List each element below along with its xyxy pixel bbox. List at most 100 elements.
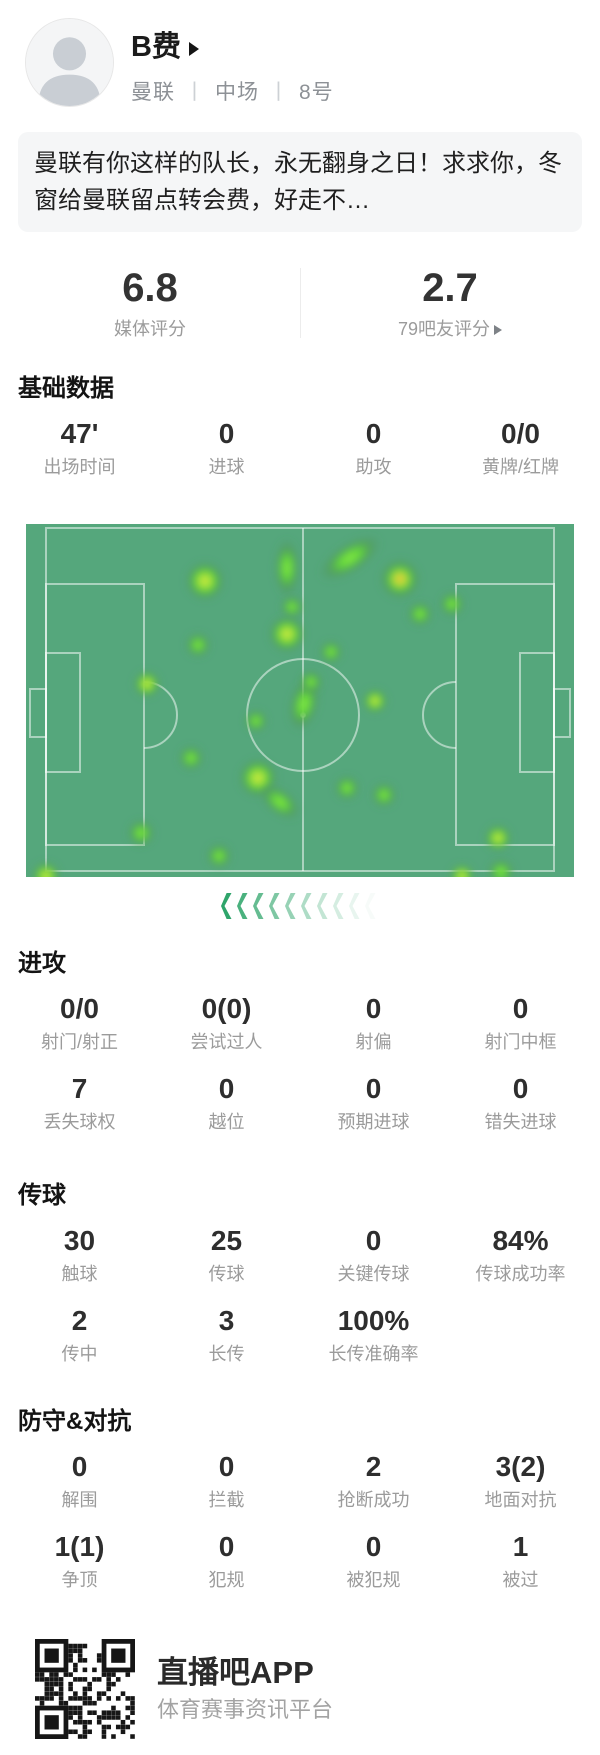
- stat: 47' 出场时间: [6, 418, 153, 478]
- stat: 1 被过: [447, 1531, 594, 1591]
- stat-value: 2: [365, 1451, 382, 1482]
- stat-label: 争顶: [61, 1570, 98, 1590]
- app-tagline: 体育赛事资讯平台: [157, 1697, 334, 1722]
- stat-label: 被犯规: [346, 1570, 401, 1590]
- chevron-left-icon: [365, 893, 376, 919]
- heatmap-pitch: [26, 524, 574, 877]
- stat: 2 抢断成功: [300, 1451, 447, 1511]
- stat-label: 长传: [208, 1344, 245, 1364]
- stat-value: 0/0: [501, 418, 540, 449]
- chevron-left-icon: [253, 893, 264, 919]
- chevron-left-icon: [349, 893, 360, 919]
- stat: 0 错失进球: [447, 1073, 594, 1133]
- stat-label: 尝试过人: [190, 1032, 263, 1052]
- stat-value: 47': [60, 418, 99, 449]
- stat-label: 错失进球: [484, 1112, 557, 1132]
- stat-label: 被过: [502, 1570, 539, 1590]
- stat: 0 解围: [6, 1451, 153, 1511]
- stat: 100% 长传准确率: [300, 1305, 447, 1365]
- footer-text: 直播吧APP 体育赛事资讯平台: [157, 1655, 333, 1723]
- separator: 丨: [268, 81, 290, 104]
- section-passing: 传球 30 触球 25 传球 0 关键传球 84% 传球成功率 2 传中 3 长传 100% 长传准确率: [0, 1181, 600, 1365]
- chevron-left-icon: [301, 893, 312, 919]
- section-title: 进攻: [18, 950, 66, 977]
- stat: 0 犯规: [153, 1531, 300, 1591]
- player-avatar[interactable]: [25, 18, 114, 107]
- section-title: 防守&对抗: [18, 1408, 132, 1435]
- stat-label: 地面对抗: [484, 1490, 557, 1510]
- player-position: 中场: [215, 81, 259, 104]
- stat-label: 犯规: [208, 1570, 245, 1590]
- hot-comment-bubble[interactable]: 曼联有你这样的队长，永无翻身之日！求求你，冬窗给曼联留点转会费，好走不…: [18, 132, 582, 232]
- stat-rows: 0 解围 0 拦截 2 抢断成功 3(2) 地面对抗 1(1) 争顶 0 犯规 0 被犯规 1 被过: [0, 1451, 600, 1591]
- stat-label: 越位: [208, 1112, 245, 1132]
- stat-value: 0: [71, 1451, 88, 1482]
- triangle-right-icon: [188, 41, 199, 56]
- stat: 0 关键传球: [300, 1225, 447, 1285]
- app-name: 直播吧APP: [157, 1655, 314, 1690]
- ratings-row: 6.8 媒体评分 2.7 79吧友评分: [0, 258, 600, 348]
- media-rating: 6.8 媒体评分: [0, 266, 300, 340]
- stat-label: 丢失球权: [43, 1112, 116, 1132]
- stat: 0 射偏: [300, 993, 447, 1053]
- stat: 0 射门中框: [447, 993, 594, 1053]
- stat-value: 0/0: [60, 993, 99, 1024]
- stat-label: 触球: [61, 1264, 98, 1284]
- stat-label: 抢断成功: [337, 1490, 410, 1510]
- stat-value: 0: [365, 1225, 382, 1256]
- player-name: B费: [131, 31, 181, 63]
- stat-label: 进球: [208, 457, 245, 477]
- team-name: 曼联: [131, 81, 175, 104]
- stat: 1(1) 争顶: [6, 1531, 153, 1591]
- chevron-left-icon: [333, 893, 344, 919]
- stat-label: 射门/射正: [40, 1032, 118, 1052]
- stat: 0 预期进球: [300, 1073, 447, 1133]
- direction-arrows: [0, 893, 600, 919]
- separator: 丨: [184, 81, 206, 104]
- stat: 0 助攻: [300, 418, 447, 478]
- stat-rows: 47' 出场时间 0 进球 0 助攻 0/0 黄牌/红牌: [0, 418, 600, 478]
- stat-label: 出场时间: [43, 457, 116, 477]
- player-header: B费 曼联丨中场丨 8号: [0, 18, 600, 118]
- section-basic: 基础数据 47' 出场时间 0 进球 0 助攻 0/0 黄牌/红牌: [0, 374, 600, 478]
- chevron-left-icon: [237, 893, 248, 919]
- stat-rows: 30 触球 25 传球 0 关键传球 84% 传球成功率 2 传中 3 长传 100% 长传准确率: [0, 1225, 600, 1365]
- stat-value: 0: [218, 1073, 235, 1104]
- stat: 3 长传: [153, 1305, 300, 1365]
- media-rating-label: 媒体评分: [0, 318, 300, 340]
- stat: 0 进球: [153, 418, 300, 478]
- stat: 2 传中: [6, 1305, 153, 1365]
- chevron-left-icon: [285, 893, 296, 919]
- stat: 0/0 射门/射正: [6, 993, 153, 1053]
- triangle-right-icon: [494, 324, 503, 335]
- stat-label: 解围: [61, 1490, 98, 1510]
- stat-value: 3(2): [495, 1451, 546, 1482]
- player-name-row[interactable]: B费: [131, 31, 334, 63]
- stat-label: 黄牌/红牌: [481, 457, 559, 477]
- section-attack: 进攻 0/0 射门/射正 0(0) 尝试过人 0 射偏 0 射门中框 7 丢失球权 0 越位 0 预期进球…: [0, 949, 600, 1133]
- stat: 0 被犯规: [300, 1531, 447, 1591]
- stat-label: 关键传球: [337, 1264, 410, 1284]
- fans-rating-label-text: 79吧友评分: [397, 319, 491, 339]
- stat-label: 射门中框: [484, 1032, 557, 1052]
- chevron-left-icon: [221, 893, 232, 919]
- stat-label: 助攻: [355, 457, 392, 477]
- stat-value: 7: [71, 1073, 88, 1104]
- stat-rows: 0/0 射门/射正 0(0) 尝试过人 0 射偏 0 射门中框 7 丢失球权 0 越位 0 预期进球 0 错失…: [0, 993, 600, 1133]
- section-title: 传球: [18, 1182, 66, 1209]
- stat: 3(2) 地面对抗: [447, 1451, 594, 1511]
- stat-value: 30: [63, 1225, 96, 1256]
- stat-value: 1: [512, 1531, 529, 1562]
- fans-rating[interactable]: 2.7 79吧友评分: [300, 266, 600, 340]
- stat: [447, 1305, 594, 1365]
- stat: 30 触球: [6, 1225, 153, 1285]
- stat-value: 2: [71, 1305, 88, 1336]
- fans-rating-label[interactable]: 79吧友评分: [300, 318, 600, 340]
- stat-value: 0: [365, 1073, 382, 1104]
- stat-value: 84%: [492, 1225, 549, 1256]
- player-header-text: B费 曼联丨中场丨 8号: [131, 18, 334, 106]
- stat: 25 传球: [153, 1225, 300, 1285]
- stat-label: 传球: [208, 1264, 245, 1284]
- stat-label: 传球成功率: [475, 1264, 566, 1284]
- section-title: 基础数据: [18, 375, 114, 402]
